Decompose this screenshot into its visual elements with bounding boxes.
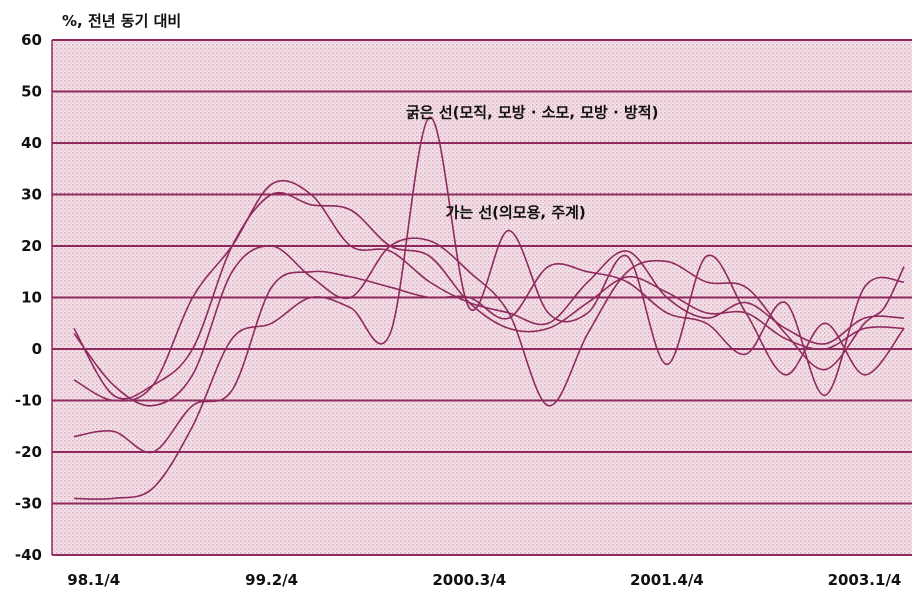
annotations: 굵은 선(모직, 모방 · 소모, 모방 · 방적) 가는 선(의모용, 주계) xyxy=(406,103,658,221)
series-line-2 xyxy=(73,192,905,400)
x-tick-label: 99.2/4 xyxy=(245,571,298,589)
y-tick-label: 30 xyxy=(21,186,42,204)
y-tick-label: 10 xyxy=(21,289,42,307)
x-tick-label: 2000.3/4 xyxy=(432,571,506,589)
y-tick-label: -20 xyxy=(15,443,42,461)
y-tick-labels: 60 50 40 30 20 10 0 -10 -20 -30 -40 xyxy=(15,31,42,564)
annotation-1: 굵은 선(모직, 모방 · 소모, 모방 · 방적) xyxy=(406,103,658,121)
series-line-3 xyxy=(73,179,905,402)
x-tick-label: 2003.1/4 xyxy=(828,571,902,589)
y-tick-label: -40 xyxy=(15,546,42,564)
series-lines xyxy=(73,116,905,500)
x-tick-labels: 98.1/4 99.2/4 2000.3/4 2001.4/4 2003.1/4 xyxy=(67,571,901,589)
y-tick-label: -10 xyxy=(15,392,42,410)
grid-lines xyxy=(51,39,912,556)
y-tick-label: 60 xyxy=(21,31,42,49)
series-line-5 xyxy=(73,116,905,500)
y-axis-label: %, 전년 동기 대비 xyxy=(62,12,181,30)
series-line-4 xyxy=(73,263,905,454)
y-tick-label: 0 xyxy=(32,340,42,358)
x-tick-label: 98.1/4 xyxy=(67,571,120,589)
y-tick-label: 50 xyxy=(21,83,42,101)
y-tick-label: -30 xyxy=(15,495,42,513)
y-tick-label: 40 xyxy=(21,134,42,152)
annotation-2: 가는 선(의모용, 주계) xyxy=(446,204,586,222)
y-tick-label: 20 xyxy=(21,237,42,255)
x-tick-label: 2001.4/4 xyxy=(630,571,704,589)
